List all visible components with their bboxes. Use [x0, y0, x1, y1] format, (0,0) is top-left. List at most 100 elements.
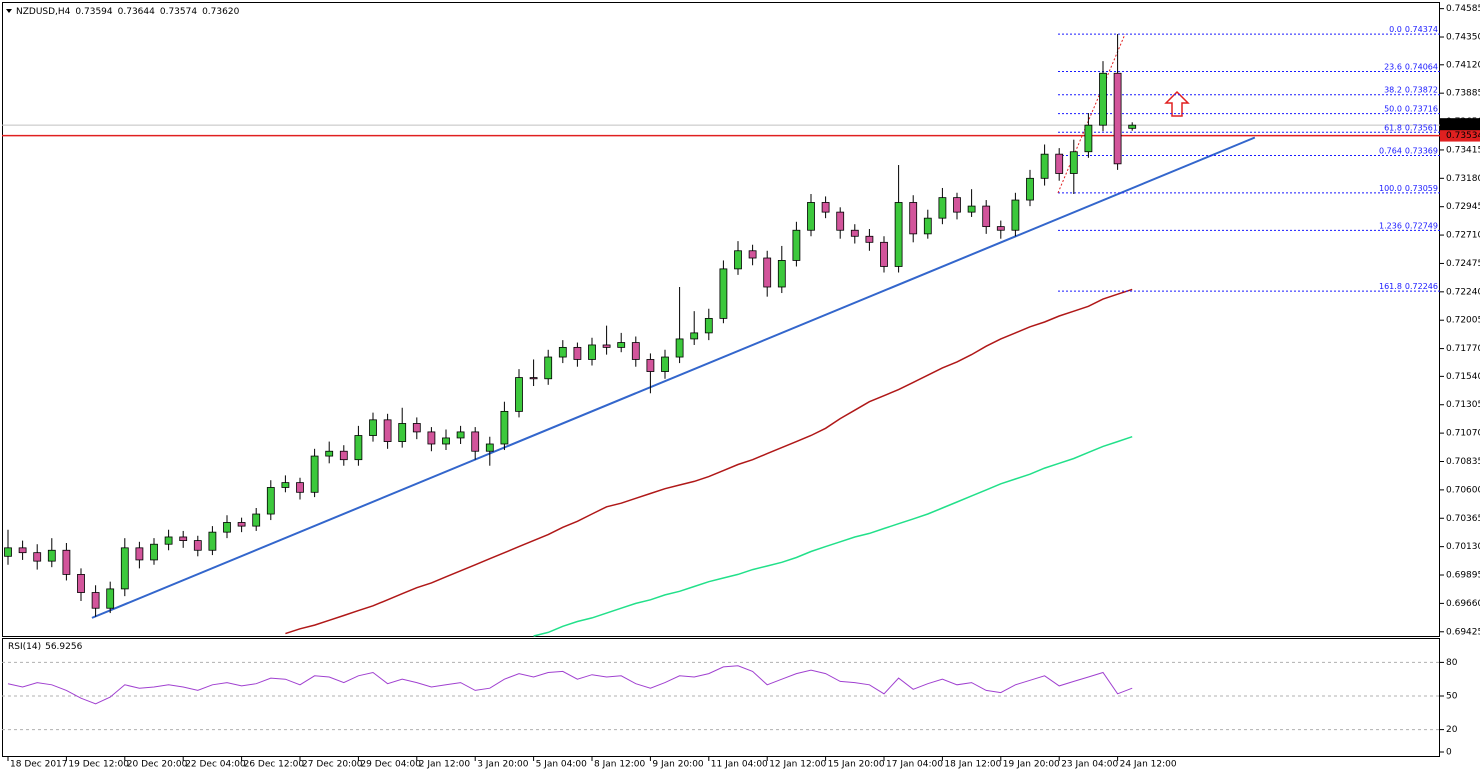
- candle-body: [792, 229, 801, 261]
- fib-level-value: 0.73369: [1405, 146, 1438, 155]
- header-open: 0.73594: [75, 7, 112, 17]
- header-low: 0.73574: [160, 7, 197, 17]
- x-tick-label: 3 Jan 20:00: [477, 760, 529, 770]
- x-tick-label: 18 Jan 12:00: [944, 760, 1001, 770]
- y-tick-label: 0.74350: [1446, 33, 1480, 43]
- x-tick-label: 2 Jan 12:00: [419, 760, 471, 770]
- y-tick-label: 0.72710: [1446, 231, 1480, 241]
- candle-body: [1113, 72, 1122, 165]
- y-tick-label: 0.69895: [1446, 571, 1480, 581]
- y-tick-label: 0.72475: [1446, 259, 1480, 269]
- fib-level-value: 0.72749: [1405, 221, 1438, 230]
- candle-body: [62, 549, 71, 575]
- y-tick-label: 0.71070: [1446, 429, 1480, 439]
- moving-average: [285, 288, 1133, 635]
- candle-body: [310, 455, 319, 493]
- candle-body: [1011, 199, 1020, 231]
- rsi-value: 56.9256: [45, 642, 82, 652]
- x-tick-label: 20 Dec 20:00: [127, 760, 188, 770]
- candle-body: [369, 419, 377, 436]
- fib-label: 100.0 0.73059: [1379, 183, 1438, 192]
- candle-body: [690, 332, 699, 340]
- fib-level-value: 0.72246: [1405, 282, 1438, 291]
- fib-label: 0.0 0.74374: [1389, 25, 1438, 34]
- candle-body: [1128, 124, 1137, 129]
- fib-level-name: 23.6: [1384, 62, 1402, 71]
- candle-body: [500, 410, 509, 445]
- rsi-panel: [2, 638, 1440, 757]
- header: NZDUSD,H4 0.73594 0.73644 0.73574 0.73620: [16, 7, 240, 17]
- candle-body: [850, 229, 859, 237]
- candle-body: [106, 588, 115, 609]
- fib-level-name: 161.8: [1379, 282, 1402, 291]
- candle-body: [821, 202, 830, 213]
- fib-level-value: 0.73872: [1405, 85, 1438, 94]
- candle-body: [880, 241, 888, 267]
- candle-body: [456, 431, 465, 439]
- candle-body: [1084, 124, 1093, 153]
- candle-body: [252, 513, 261, 527]
- x-tick-label: 8 Jan 12:00: [594, 760, 646, 770]
- candle-body: [91, 592, 100, 609]
- fib-level-name: 1.236: [1379, 221, 1402, 230]
- fib-level-name: 0.0: [1389, 25, 1402, 34]
- x-tick-label: 29 Dec 04:00: [360, 760, 421, 770]
- fib-label: 161.8 0.72246: [1379, 282, 1438, 291]
- x-tick-label: 9 Jan 20:00: [652, 760, 704, 770]
- x-tick-label: 17 Jan 04:00: [886, 760, 943, 770]
- rsi-y-tick-label: 20: [1446, 725, 1458, 735]
- x-tick-label: 5 Jan 04:00: [536, 760, 588, 770]
- trendline: [91, 136, 1256, 619]
- y-tick-label: 0.71305: [1446, 400, 1480, 410]
- candle-body: [938, 197, 947, 219]
- x-tick-label: 24 Jan 12:00: [1120, 760, 1177, 770]
- fib-label: 38.2 0.73872: [1384, 85, 1438, 94]
- fib-label: 61.8 0.73561: [1384, 123, 1438, 132]
- x-tick-label: 11 Jan 04:00: [711, 760, 768, 770]
- candle-body: [1040, 153, 1049, 179]
- x-tick-label: 27 Dec 20:00: [302, 760, 363, 770]
- candle-body: [515, 377, 523, 412]
- x-tick-label: 12 Jan 12:00: [769, 760, 826, 770]
- fib-level-value: 0.73059: [1405, 183, 1438, 192]
- price-panel: [2, 2, 1440, 637]
- y-tick-label: 0.70600: [1446, 485, 1480, 495]
- fib-level-name: 0.764: [1379, 146, 1402, 155]
- moving-average: [533, 435, 1133, 637]
- candle-body: [661, 356, 669, 372]
- y-tick-label: 0.70835: [1446, 457, 1480, 467]
- y-tick-label: 0.72005: [1446, 316, 1480, 326]
- candle-body: [558, 346, 567, 358]
- fib-swing: [1057, 33, 1126, 194]
- candle-body: [193, 540, 202, 551]
- y-tick-label: 0.74585: [1446, 4, 1480, 14]
- candle-body: [1055, 153, 1064, 174]
- y-tick-label: 0.72945: [1446, 202, 1480, 212]
- fib-label: 1.236 0.72749: [1379, 221, 1438, 230]
- fib-level-name: 38.2: [1384, 85, 1402, 94]
- last-price-box: [1440, 118, 1480, 131]
- candle-body: [953, 197, 961, 213]
- candle-body: [777, 260, 786, 288]
- rsi-y-tick-label: 50: [1446, 692, 1458, 702]
- x-tick-label: 26 Dec 12:00: [244, 760, 305, 770]
- x-tick-label: 22 Dec 04:00: [185, 760, 246, 770]
- fib-level-value: 0.74374: [1405, 25, 1438, 34]
- fib-label: 0.764 0.73369: [1379, 146, 1438, 155]
- header-high: 0.73644: [118, 7, 155, 17]
- y-tick-label: 0.70365: [1446, 514, 1480, 524]
- candle-body: [4, 547, 12, 557]
- candle-body: [281, 482, 290, 488]
- last-price-label: 0.73620: [1446, 120, 1480, 130]
- candle-body: [412, 423, 421, 433]
- candle-body: [223, 522, 231, 533]
- candle-body: [836, 211, 845, 231]
- candle-body: [471, 431, 480, 452]
- fib-level-name: 61.8: [1384, 123, 1402, 132]
- y-tick-label: 0.69425: [1446, 627, 1480, 637]
- candle-body: [646, 359, 655, 372]
- y-tick-label: 0.70130: [1446, 542, 1480, 552]
- header-close: 0.73620: [202, 7, 239, 17]
